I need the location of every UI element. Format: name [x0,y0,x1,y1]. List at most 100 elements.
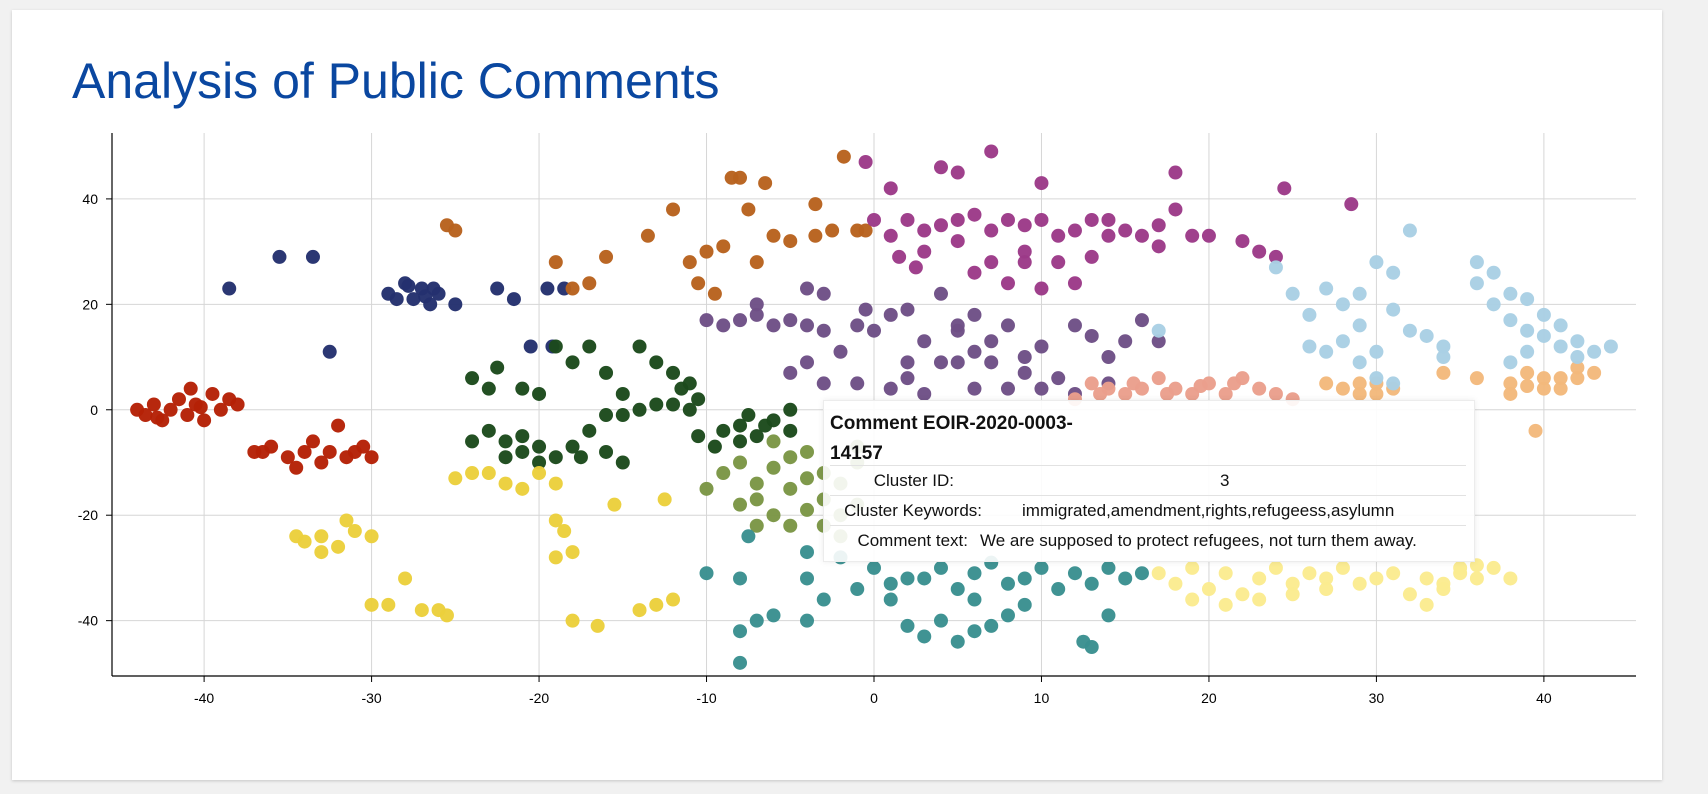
data-point[interactable] [1469,255,1484,270]
data-point[interactable] [582,276,597,291]
data-point[interactable] [900,302,915,317]
data-point[interactable] [1553,371,1568,386]
data-point[interactable] [1319,281,1334,296]
data-point[interactable] [967,344,982,359]
data-point[interactable] [1034,176,1049,191]
data-point[interactable] [766,508,781,523]
data-point[interactable] [171,392,186,407]
data-point[interactable] [364,597,379,612]
data-point[interactable] [289,529,304,544]
data-point[interactable] [984,355,999,370]
data-point[interactable] [783,423,798,438]
data-point[interactable] [1168,165,1183,180]
data-point[interactable] [448,297,463,312]
data-point[interactable] [783,365,798,380]
data-point[interactable] [331,539,346,554]
data-point[interactable] [800,318,815,333]
data-point[interactable] [1268,260,1283,275]
data-point[interactable] [800,545,815,560]
data-point[interactable] [289,460,304,475]
data-point[interactable] [950,634,965,649]
data-point[interactable] [314,545,329,560]
data-point[interactable] [590,618,605,633]
data-point[interactable] [883,181,898,196]
data-point[interactable] [892,249,907,264]
data-point[interactable] [506,292,521,307]
data-point[interactable] [163,402,178,417]
data-point[interactable] [146,397,161,412]
data-point[interactable] [808,228,823,243]
data-point[interactable] [1101,608,1116,623]
data-point[interactable] [356,439,371,454]
data-point[interactable] [741,202,756,217]
data-point[interactable] [808,197,823,212]
data-point[interactable] [733,655,748,670]
data-point[interactable] [1000,212,1015,227]
data-point[interactable] [1084,249,1099,264]
data-point[interactable] [180,408,195,423]
data-point[interactable] [1051,228,1066,243]
data-point[interactable] [967,566,982,581]
data-point[interactable] [1503,571,1518,586]
data-point[interactable] [1093,386,1108,401]
data-point[interactable] [883,307,898,322]
data-point[interactable] [1084,328,1099,343]
data-point[interactable] [1017,350,1032,365]
data-point[interactable] [1352,318,1367,333]
data-point[interactable] [749,613,764,628]
data-point[interactable] [565,355,580,370]
data-point[interactable] [1402,587,1417,602]
data-point[interactable] [1419,571,1434,586]
data-point[interactable] [532,439,547,454]
data-point[interactable] [599,444,614,459]
data-point[interactable] [666,397,681,412]
data-point[interactable] [1486,560,1501,575]
data-point[interactable] [716,318,731,333]
data-point[interactable] [749,297,764,312]
data-point[interactable] [1536,371,1551,386]
data-point[interactable] [1319,582,1334,597]
data-point[interactable] [1051,371,1066,386]
data-point[interactable] [883,228,898,243]
data-point[interactable] [465,434,480,449]
data-point[interactable] [707,439,722,454]
data-point[interactable] [1386,566,1401,581]
data-point[interactable] [917,571,932,586]
data-point[interactable] [1335,334,1350,349]
data-point[interactable] [1185,228,1200,243]
data-point[interactable] [1134,313,1149,328]
data-point[interactable] [150,410,165,425]
data-point[interactable] [749,492,764,507]
data-point[interactable] [515,381,530,396]
data-point[interactable] [933,355,948,370]
data-point[interactable] [933,560,948,575]
data-point[interactable] [1536,381,1551,396]
data-point[interactable] [1402,223,1417,238]
data-point[interactable] [1352,386,1367,401]
data-point[interactable] [733,313,748,328]
data-point[interactable] [1101,212,1116,227]
data-point[interactable] [783,313,798,328]
data-point[interactable] [950,355,965,370]
data-point[interactable] [347,524,362,539]
data-point[interactable] [1352,355,1367,370]
data-point[interactable] [1034,212,1049,227]
data-point[interactable] [1151,218,1166,233]
data-point[interactable] [1168,202,1183,217]
data-point[interactable] [858,302,873,317]
data-point[interactable] [1017,365,1032,380]
data-point[interactable] [1285,587,1300,602]
data-point[interactable] [816,286,831,301]
data-point[interactable] [532,455,547,470]
data-point[interactable] [900,571,915,586]
data-point[interactable] [548,476,563,491]
data-point[interactable] [666,202,681,217]
data-point[interactable] [758,418,773,433]
data-point[interactable] [1419,328,1434,343]
data-point[interactable] [858,223,873,238]
data-point[interactable] [733,434,748,449]
data-point[interactable] [967,381,982,396]
data-point[interactable] [1319,376,1334,391]
data-point[interactable] [858,154,873,169]
data-point[interactable] [950,212,965,227]
